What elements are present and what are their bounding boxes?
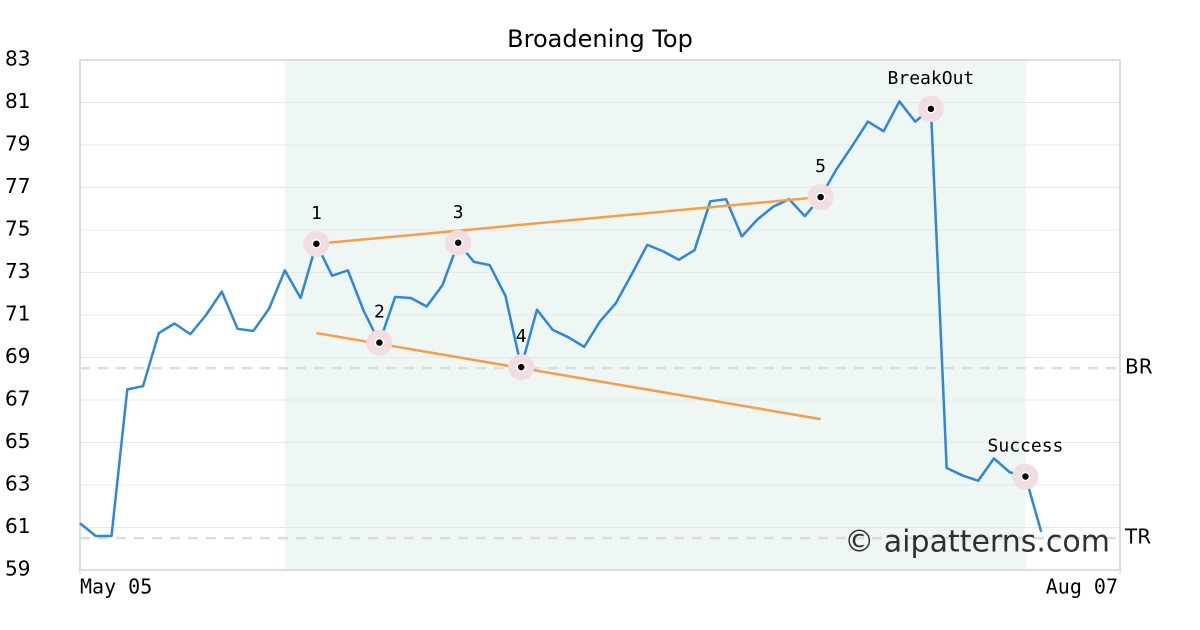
- annotation-dot: [374, 337, 385, 348]
- price-line: [79, 100, 1043, 538]
- y-tick-label: 77: [5, 174, 30, 198]
- watermark: © aipatterns.com: [844, 525, 1110, 560]
- y-tick-label: 65: [5, 429, 30, 453]
- annotation-label: 2: [374, 302, 385, 323]
- annotation-dot: [926, 104, 936, 114]
- level-label: BR: [1125, 355, 1153, 379]
- annotation-label: 4: [516, 326, 527, 347]
- y-tick-label: 71: [5, 302, 30, 326]
- annotation-dot: [1020, 471, 1031, 482]
- y-tick-label: 61: [5, 514, 30, 538]
- y-tick-label: 63: [5, 472, 30, 496]
- plot-frame: [79, 59, 1121, 571]
- y-tick-label: 83: [5, 47, 30, 71]
- y-tick-label: 67: [5, 387, 30, 411]
- y-tick-label: 69: [5, 344, 30, 368]
- annotation-label: 1: [311, 203, 322, 224]
- x-tick-label: May 05: [80, 575, 152, 599]
- chart-title: Broadening Top: [507, 25, 693, 53]
- trendline: [316, 195, 821, 246]
- x-tick-label: Aug 07: [1046, 575, 1118, 599]
- annotation-dot: [815, 192, 826, 202]
- annotation-label: 3: [453, 202, 464, 223]
- y-tick-label: 81: [5, 89, 30, 113]
- annotation-label: BreakOut: [888, 68, 975, 89]
- annotation-label: Success: [988, 436, 1064, 457]
- annotation-dot: [453, 238, 463, 248]
- y-tick-label: 73: [5, 259, 30, 283]
- y-tick-label: 59: [5, 557, 30, 581]
- trendline: [316, 331, 821, 421]
- annotation-label: 5: [815, 156, 826, 177]
- annotation-dot: [311, 239, 322, 249]
- level-label: TR: [1124, 525, 1151, 549]
- annotation-dot: [516, 362, 526, 372]
- y-tick-label: 79: [5, 132, 30, 156]
- y-tick-label: 75: [5, 217, 30, 241]
